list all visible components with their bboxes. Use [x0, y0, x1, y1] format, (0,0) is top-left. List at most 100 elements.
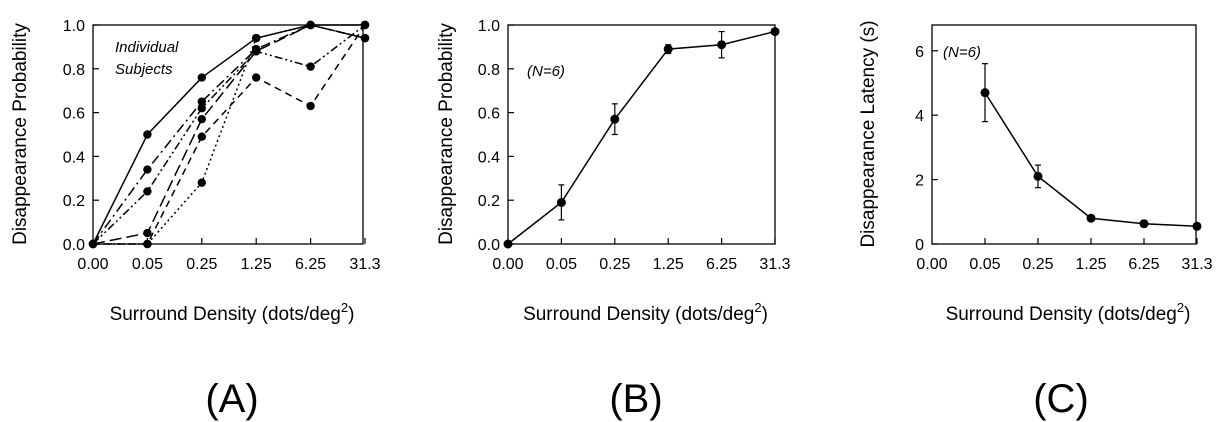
data-point	[1086, 213, 1096, 223]
y-tick-label: 0.6	[63, 106, 85, 123]
data-point	[1192, 221, 1202, 231]
x-tick-label: 31.3	[1181, 256, 1212, 273]
y-tick-label: 1.0	[63, 18, 85, 35]
x-axis-label: Surround Density (dots/deg2)	[110, 300, 355, 325]
x-axis-label: Surround Density (dots/deg2)	[946, 300, 1191, 325]
data-point	[770, 27, 780, 37]
y-tick-label: 0.8	[63, 62, 85, 79]
y-axis-label: Disappearance Latency (s)	[858, 20, 879, 247]
x-axis-label-main: Surround Density (dots/deg	[946, 304, 1177, 325]
x-tick-label: 0.00	[916, 256, 947, 273]
panel-label: (B)	[609, 377, 662, 421]
annotation-text: (N=6)	[943, 44, 981, 61]
data-point	[360, 20, 370, 30]
data-point	[143, 228, 152, 238]
y-axis-label: Disappearance Probability	[10, 23, 31, 245]
x-axis-label-main: Surround Density (dots/deg	[523, 304, 754, 325]
plot-frame	[931, 24, 1197, 245]
y-tick-label: 0.8	[478, 62, 500, 79]
data-point	[663, 44, 673, 54]
x-tick-label: 1.25	[653, 256, 684, 273]
data-point	[503, 239, 513, 249]
plot-frame	[507, 24, 776, 245]
x-tick-label: 31.3	[349, 256, 380, 273]
y-tick-label: 0.6	[478, 106, 500, 123]
data-point	[252, 33, 261, 43]
data-point	[88, 239, 98, 249]
data-point	[143, 187, 152, 196]
data-point	[1033, 171, 1043, 181]
x-tick-label: 0.05	[969, 256, 1000, 273]
annotation-text: Individual	[115, 39, 179, 56]
y-tick-label: 2	[915, 173, 924, 190]
x-tick-label: 0.25	[1022, 256, 1053, 273]
data-point	[197, 178, 206, 187]
x-tick-label: 6.25	[1128, 256, 1159, 273]
x-tick-label: 0.05	[132, 256, 163, 273]
y-tick-label: 0.0	[478, 237, 500, 254]
data-point	[1139, 219, 1149, 229]
chart-panel-b: 0.0 0.2 0.4 0.6 0.8 1.0 0.00 0.05 0.25 1.25 6.25 31…	[436, 18, 791, 325]
data-point	[306, 101, 315, 111]
chart-panel-c: 0 2 4 6 0.00 0.05 0.25 1.25 6.25 31.3 Disappearanc…	[858, 20, 1213, 325]
x-tick-label: 6.25	[295, 256, 326, 273]
x-tick-label: 1.25	[1075, 256, 1106, 273]
data-point	[360, 33, 370, 43]
y-tick-label: 4	[915, 108, 924, 125]
data-point	[252, 47, 261, 56]
y-tick-label: 0.4	[478, 149, 500, 166]
x-tick-label: 0.05	[546, 256, 577, 273]
x-tick-label: 0.25	[186, 256, 217, 273]
series-line	[507, 30, 776, 245]
series-line	[92, 24, 366, 245]
data-point	[556, 197, 566, 207]
y-tick-label: 0	[915, 237, 924, 254]
x-tick-label: 6.25	[706, 256, 737, 273]
data-point	[306, 20, 315, 30]
x-tick-label: 31.3	[759, 256, 790, 273]
annotation-text: (N=6)	[527, 63, 565, 80]
data-point	[717, 40, 727, 50]
x-tick-label: 0.00	[77, 256, 108, 273]
y-tick-label: 6	[915, 44, 924, 61]
data-point	[143, 130, 152, 139]
y-tick-label: 0.2	[478, 193, 500, 210]
x-axis-label-superscript: 2	[1177, 300, 1184, 315]
x-tick-label: 1.25	[241, 256, 272, 273]
x-axis-label-superscript: 2	[754, 300, 761, 315]
panel-label: (C)	[1033, 377, 1089, 421]
chart-panel-a: 0.0 0.2 0.4 0.6 0.8 1.0 0.00 0.05 0.25 1.25 6.25 31…	[10, 18, 381, 325]
data-point	[197, 104, 206, 113]
y-axis-label: Disappearance Probability	[436, 23, 457, 245]
data-point	[252, 73, 261, 82]
data-point	[306, 62, 315, 71]
data-point	[197, 114, 206, 124]
annotation-text: Subjects	[115, 61, 173, 78]
panel-label: (A)	[205, 377, 258, 421]
data-point	[143, 239, 152, 249]
x-axis-label-main: Surround Density (dots/deg	[110, 304, 341, 325]
x-axis-label-superscript: 2	[341, 300, 348, 315]
x-axis-label: Surround Density (dots/deg2)	[523, 300, 768, 325]
y-tick-label: 0.0	[63, 237, 85, 254]
data-point	[610, 114, 620, 124]
data-point	[143, 165, 152, 174]
x-tick-label: 0.00	[492, 256, 523, 273]
y-tick-label: 0.4	[63, 149, 85, 166]
series-line	[984, 92, 1198, 228]
x-axis-label-end: )	[762, 304, 768, 325]
x-axis-label-end: )	[1184, 304, 1190, 325]
series-line	[93, 24, 366, 245]
series-line	[92, 24, 365, 245]
x-axis-label-end: )	[348, 304, 354, 325]
x-tick-label: 0.25	[599, 256, 630, 273]
data-point	[197, 97, 206, 106]
y-tick-label: 1.0	[478, 18, 500, 35]
y-tick-label: 0.2	[63, 193, 85, 210]
series-line	[92, 24, 366, 245]
data-point	[197, 73, 206, 82]
data-point	[980, 88, 990, 98]
data-point	[197, 132, 206, 141]
plot-frame	[92, 24, 364, 245]
